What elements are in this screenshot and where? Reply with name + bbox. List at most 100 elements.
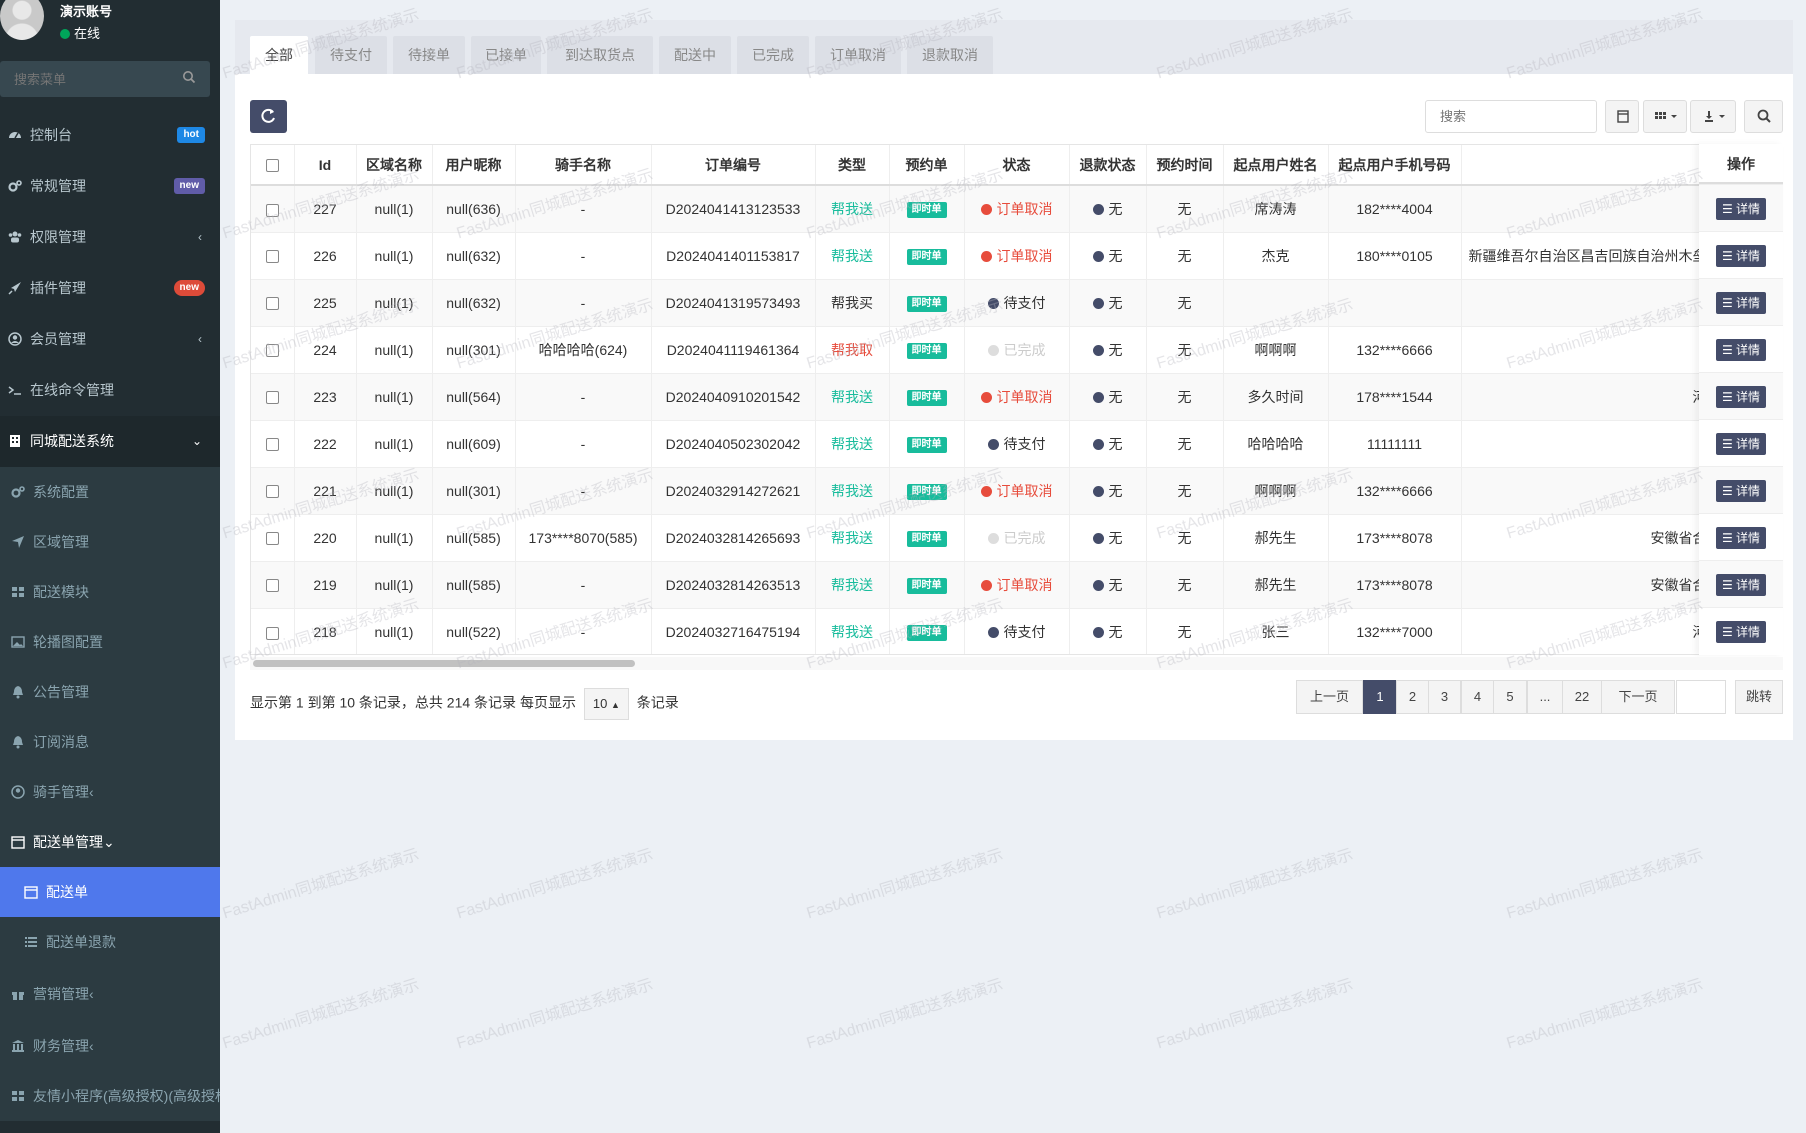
- cell-address: 新疆维吾尔自治区昌吉回族自治州木垒: [1461, 231, 1712, 279]
- table-row[interactable]: 224 null(1) null(301) 哈哈哈哈(624) D20240411194…: [251, 325, 1782, 373]
- sidebar-item-general[interactable]: 常规管理 new: [0, 161, 220, 212]
- row-checkbox[interactable]: [251, 419, 295, 467]
- sidebar-item-orders[interactable]: 配送单: [0, 867, 220, 917]
- detail-button[interactable]: ☰ 详情: [1715, 574, 1767, 596]
- detail-button[interactable]: ☰ 详情: [1715, 621, 1767, 643]
- detail-button[interactable]: ☰ 详情: [1715, 292, 1767, 314]
- tab-refund-cancelled[interactable]: 退款取消: [907, 36, 993, 74]
- online-dot-icon: [60, 29, 70, 39]
- detail-button[interactable]: ☰ 详情: [1715, 480, 1767, 502]
- sidebar-item-auth[interactable]: 权限管理 ‹: [0, 212, 220, 263]
- tab-pending-payment[interactable]: 待支付: [315, 36, 387, 74]
- tab-cancelled[interactable]: 订单取消: [815, 36, 901, 74]
- sidebar-item-area[interactable]: 区域管理: [0, 517, 220, 567]
- row-checkbox[interactable]: [251, 607, 295, 654]
- table-row[interactable]: 218 null(1) null(522) - D2024032716475194 帮我送…: [251, 607, 1782, 654]
- sidebar-item-delivery-system[interactable]: 同城配送系统 ⌄: [0, 416, 220, 467]
- column-header[interactable]: 退款状态: [1069, 145, 1147, 186]
- sidebar-search-input[interactable]: [0, 61, 170, 97]
- page-button[interactable]: 1: [1363, 680, 1397, 714]
- toggle-view-button[interactable]: [1605, 100, 1639, 133]
- row-checkbox[interactable]: [251, 513, 295, 561]
- jump-page-input[interactable]: [1676, 680, 1726, 714]
- column-header[interactable]: 类型: [815, 145, 890, 186]
- advanced-search-button[interactable]: [1744, 100, 1783, 133]
- column-header[interactable]: 用户昵称: [432, 145, 516, 186]
- row-checkbox[interactable]: [251, 325, 295, 373]
- table-row[interactable]: 219 null(1) null(585) - D2024032814263513 帮我送…: [251, 560, 1782, 608]
- sidebar-item-order-manage[interactable]: 配送单管理⌄: [0, 817, 220, 867]
- sidebar-item-carousel[interactable]: 轮播图配置: [0, 617, 220, 667]
- search-icon[interactable]: [182, 70, 198, 86]
- table-search-input[interactable]: [1425, 100, 1597, 133]
- sidebar-item-command[interactable]: 在线命令管理: [0, 365, 220, 416]
- calendar-icon: [11, 835, 25, 849]
- column-header[interactable]: 预约时间: [1146, 145, 1224, 186]
- row-checkbox[interactable]: [251, 466, 295, 514]
- sidebar-item-notice[interactable]: 公告管理: [0, 667, 220, 717]
- page-button[interactable]: 5: [1493, 680, 1527, 714]
- tab-arrived-pickup[interactable]: 到达取货点: [547, 36, 653, 74]
- sidebar-item-subscribe[interactable]: 订阅消息: [0, 717, 220, 767]
- tab-all[interactable]: 全部: [250, 36, 308, 74]
- avatar[interactable]: [0, 0, 44, 40]
- cell-sender-name: 张三: [1223, 607, 1329, 654]
- column-header[interactable]: 起点用户姓名: [1223, 145, 1329, 186]
- tab-pending-accept[interactable]: 待接单: [393, 36, 465, 74]
- column-header[interactable]: 起点用户手机号码: [1328, 145, 1462, 186]
- table-row[interactable]: 225 null(1) null(632) - D2024041319573493 帮我买…: [251, 278, 1782, 326]
- table-row[interactable]: 221 null(1) null(301) - D2024032914272621 帮我送…: [251, 466, 1782, 514]
- column-header[interactable]: 订单编号: [651, 145, 816, 186]
- horizontal-scrollbar[interactable]: [253, 660, 635, 667]
- export-button[interactable]: [1690, 100, 1736, 133]
- row-checkbox[interactable]: [251, 278, 295, 326]
- page-button[interactable]: 22: [1562, 680, 1602, 714]
- sidebar-item-finance[interactable]: 财务管理‹: [0, 1021, 220, 1071]
- page-button[interactable]: 2: [1396, 680, 1429, 714]
- detail-button[interactable]: ☰ 详情: [1715, 339, 1767, 361]
- table-row[interactable]: 227 null(1) null(636) - D2024041413123533 帮我送…: [251, 184, 1782, 232]
- table-row[interactable]: 220 null(1) null(585) 173****8070(585) D2024…: [251, 513, 1782, 561]
- select-all-checkbox[interactable]: [251, 145, 295, 186]
- detail-button[interactable]: ☰ 详情: [1715, 386, 1767, 408]
- tab-completed[interactable]: 已完成: [737, 36, 809, 74]
- refresh-button[interactable]: [250, 100, 287, 133]
- sidebar-item-riders[interactable]: 骑手管理‹: [0, 767, 220, 817]
- tab-delivering[interactable]: 配送中: [659, 36, 731, 74]
- column-header[interactable]: 骑手名称: [515, 145, 652, 186]
- sidebar-item-marketing[interactable]: 营销管理‹: [0, 967, 220, 1021]
- sidebar-item-plugins[interactable]: 插件管理 new: [0, 263, 220, 314]
- sidebar-item-mini-program[interactable]: 友情小程序(高级授权)(高级授权: [0, 1071, 220, 1121]
- sidebar-item-order-refunds[interactable]: 配送单退款: [0, 917, 220, 967]
- cell-booking: 即时单: [889, 419, 965, 467]
- columns-button[interactable]: [1643, 100, 1687, 133]
- column-header[interactable]: Id: [294, 145, 357, 186]
- sidebar-item-system-config[interactable]: 系统配置: [0, 467, 220, 517]
- column-header[interactable]: 预约单: [889, 145, 965, 186]
- sidebar-item-members[interactable]: 会员管理 ‹: [0, 314, 220, 365]
- detail-button[interactable]: ☰ 详情: [1715, 527, 1767, 549]
- prev-page-button[interactable]: 上一页: [1296, 680, 1363, 714]
- page-button[interactable]: 3: [1428, 680, 1461, 714]
- detail-button[interactable]: ☰ 详情: [1715, 198, 1767, 220]
- row-checkbox[interactable]: [251, 372, 295, 420]
- jump-button[interactable]: 跳转: [1735, 680, 1783, 714]
- detail-button[interactable]: ☰ 详情: [1715, 245, 1767, 267]
- sidebar-item-delivery-module[interactable]: 配送模块: [0, 567, 220, 617]
- row-checkbox[interactable]: [251, 184, 295, 232]
- row-checkbox[interactable]: [251, 560, 295, 608]
- table-row[interactable]: 222 null(1) null(609) - D2024040502302042 帮我送…: [251, 419, 1782, 467]
- detail-button[interactable]: ☰ 详情: [1715, 433, 1767, 455]
- next-page-button[interactable]: 下一页: [1601, 680, 1675, 714]
- row-checkbox[interactable]: [251, 231, 295, 279]
- page-button[interactable]: 4: [1461, 680, 1494, 714]
- page-size-select[interactable]: 10 ▲: [583, 688, 629, 720]
- table-row[interactable]: 223 null(1) null(564) - D2024040910201542 帮我送…: [251, 372, 1782, 420]
- column-header[interactable]: 区域名称: [356, 145, 433, 186]
- tab-accepted[interactable]: 已接单: [471, 36, 541, 74]
- sidebar-item-dashboard[interactable]: 控制台 hot: [0, 110, 220, 161]
- cell-refund: 无: [1069, 278, 1147, 326]
- column-header[interactable]: 状态: [964, 145, 1070, 186]
- refund-label: 无: [1108, 435, 1123, 452]
- table-row[interactable]: 226 null(1) null(632) - D2024041401153817 帮我送…: [251, 231, 1782, 279]
